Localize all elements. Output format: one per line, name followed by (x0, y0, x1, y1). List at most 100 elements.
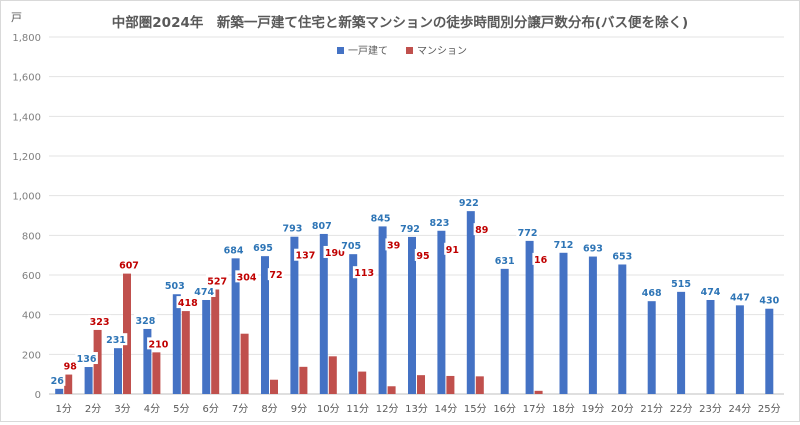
bar-mansion (270, 379, 278, 394)
legend-label: マンション (417, 46, 467, 57)
bar-house (114, 348, 122, 394)
bar-house (55, 388, 64, 394)
data-label-bg (267, 268, 285, 281)
x-tick-label: 2分 (85, 403, 101, 415)
data-label-house: 684 (224, 245, 244, 256)
y-tick-label: 1,800 (12, 33, 41, 44)
x-tick-label: 13分 (405, 403, 428, 415)
bar-house (231, 258, 240, 394)
data-label-bg (552, 237, 575, 250)
bars (55, 211, 774, 394)
x-tick-label: 22分 (670, 403, 693, 415)
bar-house (84, 367, 93, 394)
data-label-house: 712 (554, 240, 574, 251)
data-label-bg (134, 313, 157, 326)
x-tick-label: 16分 (493, 403, 516, 415)
data-label-bg (385, 238, 402, 251)
y-axis-label: 戸 (11, 11, 22, 24)
data-label-mansion: 323 (90, 317, 110, 328)
data-label-house: 631 (495, 256, 515, 267)
data-label-house: 515 (671, 279, 691, 290)
data-label-bg (516, 225, 539, 238)
x-tick-label: 5分 (173, 403, 189, 415)
y-tick-label: 0 (35, 390, 41, 401)
bar-house (525, 240, 534, 394)
bar-mansion (211, 289, 220, 394)
data-label-mansion: 89 (475, 225, 488, 236)
bar-house (290, 236, 299, 394)
y-tick-label: 1,400 (12, 112, 41, 123)
bar-house (765, 308, 774, 394)
data-label-bg (758, 293, 781, 306)
bar-mansion (299, 366, 308, 394)
data-label-house: 705 (341, 241, 361, 252)
data-label-bg (339, 239, 363, 252)
x-tick-label: 4分 (144, 403, 160, 415)
bar-mansion (64, 374, 73, 394)
bar-house (261, 256, 269, 394)
data-label-mansion: 527 (207, 276, 227, 287)
data-label-bg (117, 258, 141, 271)
data-label-bg (62, 359, 79, 372)
x-tick-label: 23分 (699, 403, 722, 415)
bar-mansion (181, 311, 190, 394)
y-tick-label: 1,000 (12, 192, 41, 203)
legend: 一戸建て マンション (337, 44, 467, 57)
y-tick-label: 1,200 (12, 152, 41, 163)
data-label-house: 474 (194, 287, 214, 298)
bar-mansion (328, 356, 337, 394)
bar-house (588, 256, 597, 394)
data-label-bg (414, 248, 432, 261)
x-tick-label: 15分 (464, 403, 487, 415)
x-tick-label: 3分 (114, 403, 130, 415)
gridlines (49, 36, 784, 395)
bar-mansion (417, 375, 425, 394)
data-label-bg (163, 279, 187, 292)
x-tick-label: 10分 (317, 403, 340, 415)
data-label-bg (728, 290, 752, 303)
bar-house (500, 268, 509, 394)
y-tick-label: 800 (22, 231, 41, 242)
data-label-house: 430 (759, 296, 779, 307)
x-tick-label: 25分 (758, 403, 781, 415)
bar-house (559, 252, 568, 394)
data-label-mansion: 113 (354, 268, 374, 279)
data-label-mansion: 607 (119, 261, 139, 272)
data-label-bg (640, 286, 663, 299)
y-tick-label: 200 (22, 350, 41, 361)
data-label-bg (49, 373, 66, 386)
x-tick-label: 9分 (291, 403, 307, 415)
data-label-house: 231 (106, 335, 126, 346)
x-tick-label: 20分 (611, 403, 634, 415)
y-tick-label: 400 (22, 311, 41, 322)
data-label-bg (352, 266, 376, 279)
x-tick-label: 11分 (346, 403, 369, 415)
data-label-house: 468 (642, 288, 662, 299)
bar-house (172, 294, 181, 394)
data-label-mansion: 39 (387, 240, 400, 251)
bar-mansion (358, 371, 367, 394)
data-label-house: 328 (135, 316, 155, 327)
data-label-bg (581, 241, 605, 254)
bar-house (735, 305, 744, 394)
bar-house (349, 254, 358, 394)
bar-house (143, 328, 152, 394)
legend-swatch (337, 47, 344, 54)
bar-house (378, 226, 387, 394)
data-label-bg (192, 284, 216, 297)
bar-mansion (152, 352, 161, 394)
bar-mansion (475, 376, 484, 394)
data-label-bg (669, 276, 693, 289)
data-label-house: 136 (77, 354, 97, 365)
data-label-bg (398, 221, 422, 234)
data-label-bg (699, 284, 722, 297)
bar-house (202, 299, 211, 394)
data-label-mansion: 210 (148, 339, 168, 350)
data-label-bg (369, 211, 392, 224)
bar-mansion (534, 390, 543, 394)
data-label-bg (281, 221, 304, 234)
data-label-mansion: 72 (269, 270, 282, 281)
data-label-mansion: 91 (446, 245, 459, 256)
bar-house (466, 211, 475, 394)
